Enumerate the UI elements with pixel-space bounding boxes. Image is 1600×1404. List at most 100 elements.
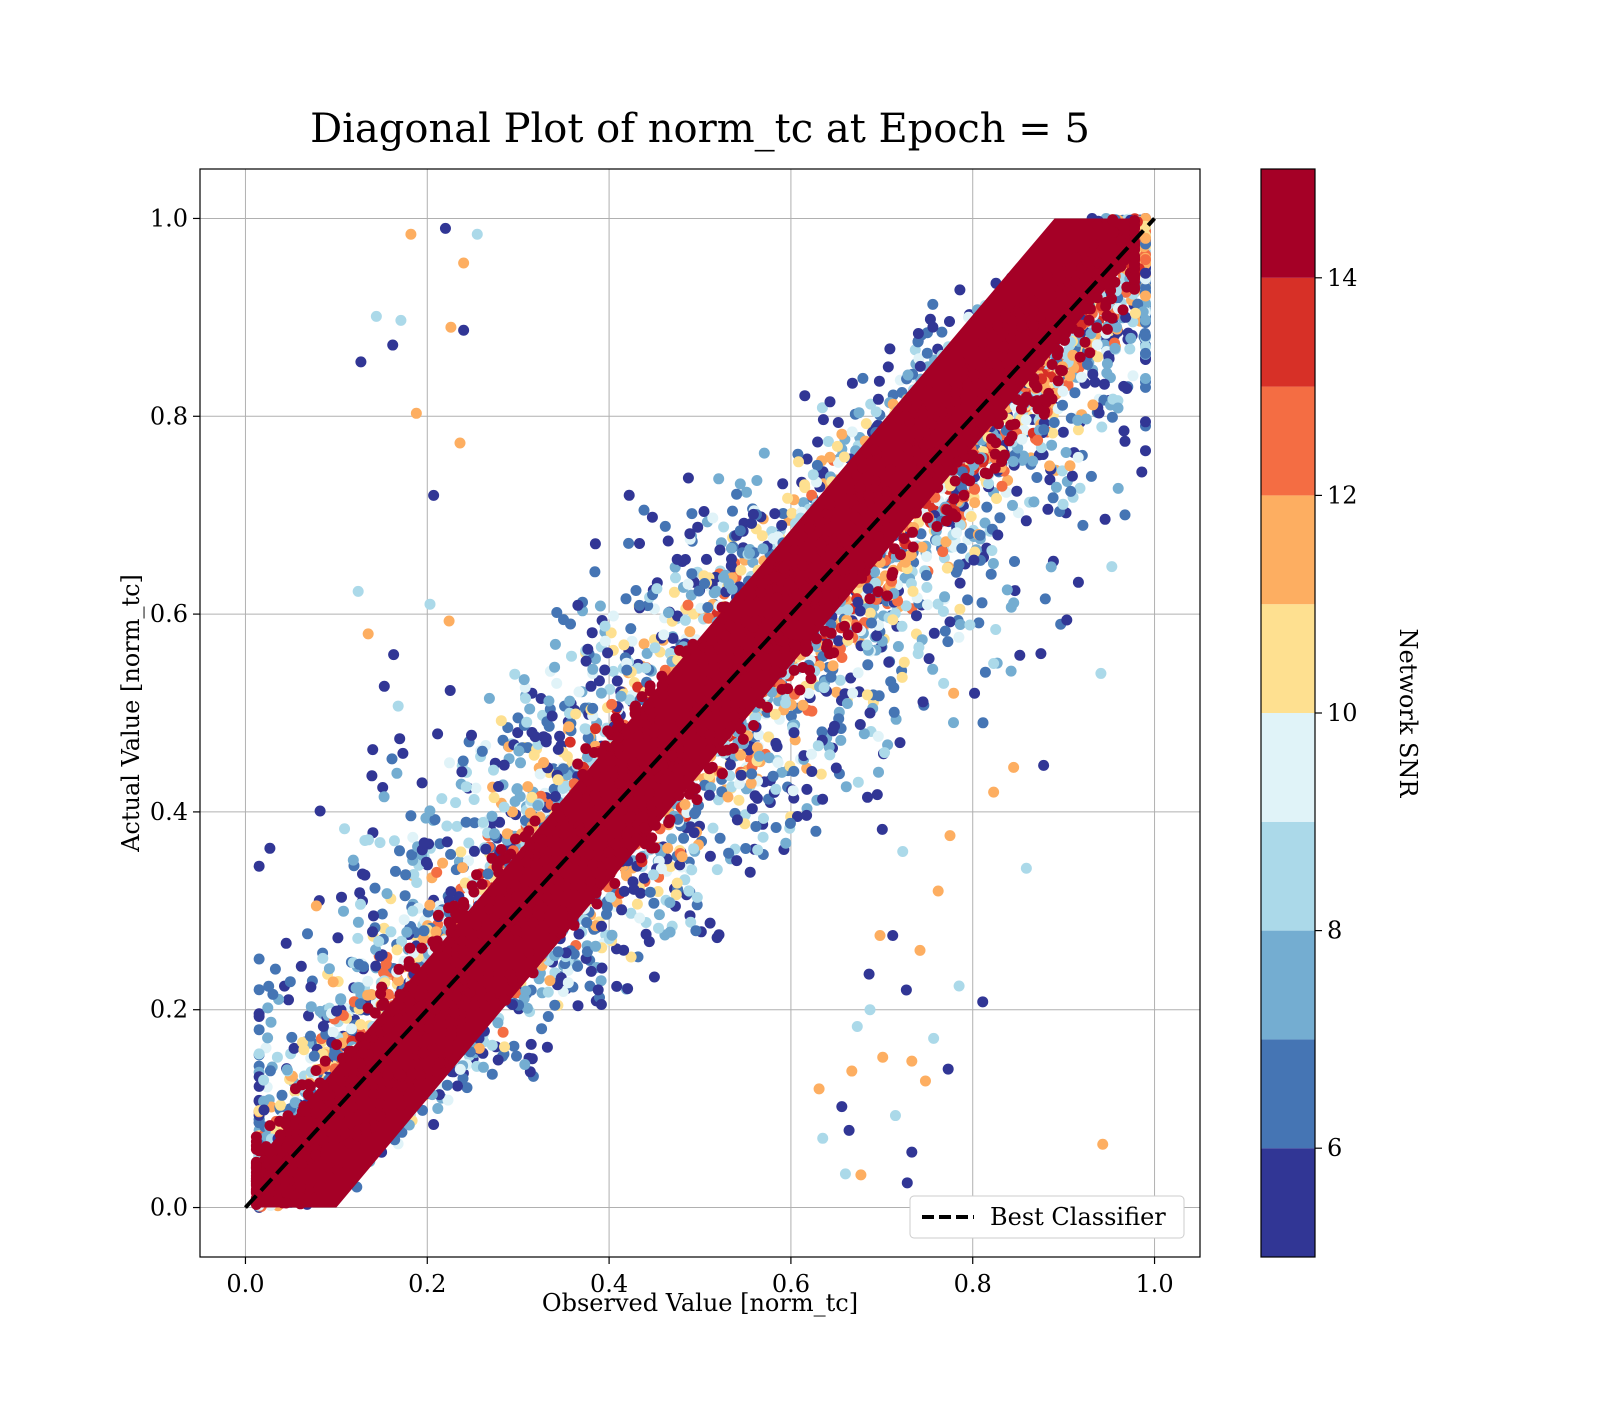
scatter-point	[816, 769, 827, 780]
scatter-point	[680, 554, 691, 565]
scatter-point	[1021, 414, 1032, 425]
scatter-point	[686, 508, 697, 519]
scatter-point	[605, 892, 616, 903]
scatter-point	[683, 473, 694, 484]
scatter-point	[1046, 440, 1057, 451]
scatter-point	[1058, 427, 1069, 438]
scatter-point	[883, 361, 894, 372]
scatter-point	[986, 545, 997, 556]
scatter-point	[824, 749, 835, 760]
scatter-point	[940, 626, 951, 637]
scatter-point	[470, 783, 481, 794]
scatter-point	[757, 530, 768, 541]
scatter-point	[437, 858, 448, 869]
scatter-point	[641, 929, 652, 940]
scatter-point	[769, 508, 780, 519]
scatter-point	[397, 748, 408, 759]
scatter-point	[478, 817, 489, 828]
scatter-point	[758, 813, 769, 824]
scatter-point	[272, 1052, 283, 1063]
scatter-point	[336, 892, 347, 903]
scatter-point	[625, 623, 636, 634]
scatter-point	[631, 585, 642, 596]
scatter-point	[496, 715, 507, 726]
scatter-point	[723, 792, 734, 803]
scatter-point	[663, 536, 674, 547]
chart-title: Diagonal Plot of norm_tc at Epoch = 5	[310, 106, 1090, 152]
scatter-point	[487, 1069, 498, 1080]
scatter-point	[927, 299, 938, 310]
scatter-point	[715, 833, 726, 844]
scatter-point	[509, 669, 520, 680]
scatter-point	[1128, 370, 1139, 381]
scatter-point	[725, 759, 736, 770]
scatter-point	[442, 1080, 453, 1091]
scatter-point	[522, 781, 533, 792]
scatter-point	[874, 690, 885, 701]
scatter-point	[954, 284, 965, 295]
scatter-point	[488, 765, 499, 776]
scatter-point	[847, 688, 858, 699]
scatter-point	[573, 1000, 584, 1011]
scatter-point	[718, 522, 729, 533]
scatter-point	[702, 602, 713, 613]
scatter-point	[566, 651, 577, 662]
scatter-point	[768, 771, 779, 782]
scatter-point	[828, 660, 839, 671]
scatter-point	[746, 778, 757, 789]
scatter-point	[1096, 422, 1107, 433]
scatter-point	[318, 1021, 329, 1032]
scatter-point	[801, 784, 812, 795]
scatter-point	[988, 558, 999, 569]
scatter-point	[835, 675, 846, 686]
scatter-point	[1031, 472, 1042, 483]
scatter-point	[543, 987, 554, 998]
scatter-point	[978, 717, 989, 728]
scatter-point	[997, 481, 1008, 492]
scatter-point	[929, 628, 940, 639]
scatter-point	[922, 599, 933, 610]
scatter-point	[461, 781, 472, 792]
scatter-point	[1061, 615, 1072, 626]
scatter-point	[452, 1081, 463, 1092]
scatter-point	[806, 766, 817, 777]
scatter-point	[688, 843, 699, 854]
scatter-point	[705, 851, 716, 862]
scatter-point	[436, 793, 447, 804]
scatter-point	[726, 554, 737, 565]
scatter-point	[498, 1027, 509, 1038]
scatter-point	[1124, 344, 1135, 355]
scatter-point	[736, 770, 747, 781]
scatter-point	[980, 667, 991, 678]
scatter-point	[616, 691, 627, 702]
scatter-point	[511, 1051, 522, 1062]
scatter-point	[551, 678, 562, 689]
scatter-point	[1058, 499, 1069, 510]
scatter-point	[699, 506, 710, 517]
scatter-point	[634, 913, 645, 924]
scatter-point	[713, 473, 724, 484]
scatter-point	[944, 316, 955, 327]
scatter-point	[723, 848, 734, 859]
scatter-point	[1002, 584, 1013, 595]
scatter-point	[370, 961, 381, 972]
scatter-point	[841, 781, 852, 792]
scatter-point	[612, 676, 623, 687]
scatter-point	[639, 638, 650, 649]
scatter-point	[450, 797, 461, 808]
scatter-point	[1102, 358, 1113, 369]
scatter-point	[888, 682, 899, 693]
scatter-point	[305, 1031, 316, 1042]
scatter-point	[777, 478, 788, 489]
scatter-point	[1086, 471, 1097, 482]
scatter-point	[444, 757, 455, 768]
scatter-point	[254, 984, 265, 995]
scatter-point	[727, 506, 738, 517]
scatter-point	[283, 994, 294, 1005]
scatter-point	[600, 636, 611, 647]
scatter-point	[254, 954, 265, 965]
scatter-point	[445, 685, 456, 696]
scatter-point	[799, 390, 810, 401]
scatter-point	[871, 406, 882, 417]
scatter-point	[750, 821, 761, 832]
